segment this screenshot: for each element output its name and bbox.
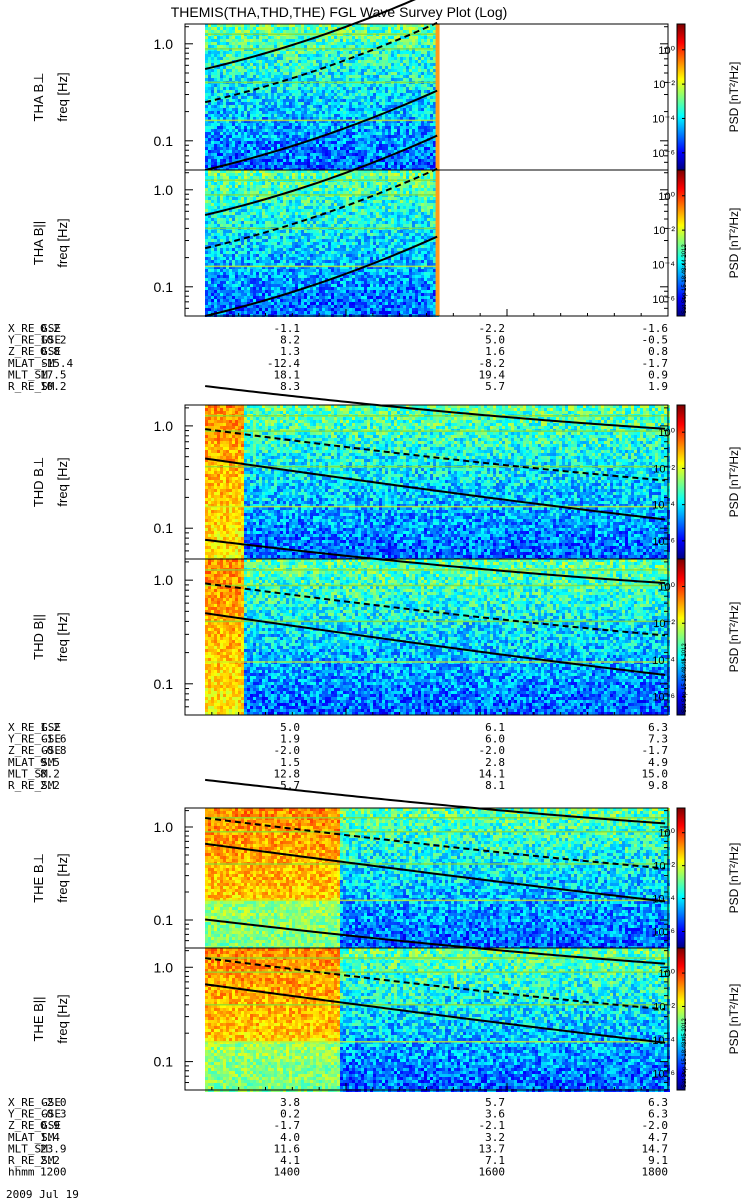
y-tick-label: 1.0 [154, 418, 174, 434]
eph-label: hhmm [8, 1166, 35, 1179]
colorbar-label: PSD [nT²/Hz] [727, 447, 741, 518]
y-axis-label: freq [Hz] [55, 612, 70, 661]
panel-label: THE B|| [31, 996, 46, 1041]
eph-value: 5.7 [485, 380, 505, 393]
colorbar-tick: 10⁻⁶ [652, 536, 675, 548]
colorbar-tick: 10⁻⁶ [652, 692, 675, 704]
colorbar-tick: 10⁻⁴ [652, 113, 675, 125]
panel-label: THA B⊥ [31, 73, 46, 122]
colorbar-label: PSD [nT²/Hz] [727, 843, 741, 914]
timestamp-stamp: Sat Sep 15 18:48:45 2012 [682, 1018, 688, 1088]
y-axis-label: freq [Hz] [55, 218, 70, 267]
panel-label: THD B⊥ [31, 457, 46, 507]
colorbar-tick: 10⁻² [653, 618, 675, 630]
colorbar-tick: 10⁰ [658, 191, 675, 203]
colorbar-label: PSD [nT²/Hz] [727, 62, 741, 133]
panel-thab-1: 1.0 0.1 THA B|| freq [Hz] 10⁰ 10⁻² 10⁻⁴ 10⁻⁶ PSD… [31, 170, 741, 317]
y-tick-label: 0.1 [154, 912, 174, 928]
plot-title: THEMIS(THA,THD,THE) FGL Wave Survey Plot… [171, 4, 508, 20]
eph-value: 8.3 [280, 380, 300, 393]
colorbar-tick: 10⁻⁶ [652, 927, 675, 939]
eph-value: 9.8 [648, 779, 668, 792]
y-axis-label: freq [Hz] [55, 72, 70, 121]
y-tick-label: 0.1 [154, 676, 174, 692]
colorbar-label: PSD [nT²/Hz] [727, 984, 741, 1055]
colorbar-label: PSD [nT²/Hz] [727, 208, 741, 279]
eph-value: 2.2 [40, 779, 60, 792]
eph-value: 1600 [479, 1166, 506, 1179]
colorbar-tick: 10⁰ [658, 968, 675, 980]
panels-layer: 1.0 0.1 THA B⊥ freq [Hz] 10⁰ 10⁻² 10⁻⁴ 10⁻⁶ PSD … [8, 0, 741, 1179]
colorbar-label: PSD [nT²/Hz] [727, 602, 741, 673]
colorbar-tick: 10⁰ [658, 45, 675, 57]
eph-value: 10.2 [40, 380, 67, 393]
y-axis-label: freq [Hz] [55, 994, 70, 1043]
timestamp-stamp: Sat Sep 15 18:48:44 2012 [682, 244, 688, 314]
colorbar-tick: 10⁻² [653, 861, 675, 873]
date-label: 2009 Jul 19 [6, 1188, 79, 1200]
colorbar-tick: 10⁻⁶ [652, 148, 675, 160]
panel-label: THD B|| [31, 614, 46, 660]
y-tick-label: 1.0 [154, 959, 174, 975]
y-axis-label: freq [Hz] [55, 457, 70, 506]
y-tick-label: 1.0 [154, 36, 174, 52]
y-tick-label: 1.0 [154, 819, 174, 835]
panel-thab-0: 1.0 0.1 THA B⊥ freq [Hz] 10⁰ 10⁻² 10⁻⁴ 10⁻⁶ PSD … [31, 24, 741, 171]
eph-value: 1.9 [648, 380, 668, 393]
colorbar-tick: 10⁻⁴ [652, 500, 675, 512]
colorbar-tick: 10⁻² [653, 463, 675, 475]
colorbar-tick: 10⁻² [653, 1001, 675, 1013]
colorbar-tick: 10⁰ [658, 828, 675, 840]
colorbar-tick: 10⁻⁶ [652, 1068, 675, 1080]
eph-value: 1200 [40, 1166, 67, 1179]
eph-value: 1400 [274, 1166, 301, 1179]
y-tick-label: 0.1 [154, 133, 174, 149]
timestamp-stamp: Sat Sep 15 18:48:45 2012 [682, 643, 688, 713]
colorbar-tick: 10⁻² [653, 79, 675, 91]
panel-label: THE B⊥ [31, 853, 46, 903]
y-tick-label: 1.0 [154, 182, 174, 198]
colorbar-tick: 10⁻⁴ [652, 259, 675, 271]
eph-value: 1800 [642, 1166, 669, 1179]
colorbar-tick: 10⁻⁴ [652, 655, 675, 667]
y-axis-label: freq [Hz] [55, 853, 70, 902]
colorbar-tick: 10⁻⁶ [652, 294, 675, 306]
y-tick-label: 1.0 [154, 572, 174, 588]
eph-value: 8.1 [485, 779, 505, 792]
y-tick-label: 0.1 [154, 1054, 174, 1070]
panel-label: THA B|| [31, 221, 46, 265]
y-tick-label: 0.1 [154, 520, 174, 536]
y-tick-label: 0.1 [154, 279, 174, 295]
colorbar-tick: 10⁻² [653, 225, 675, 237]
